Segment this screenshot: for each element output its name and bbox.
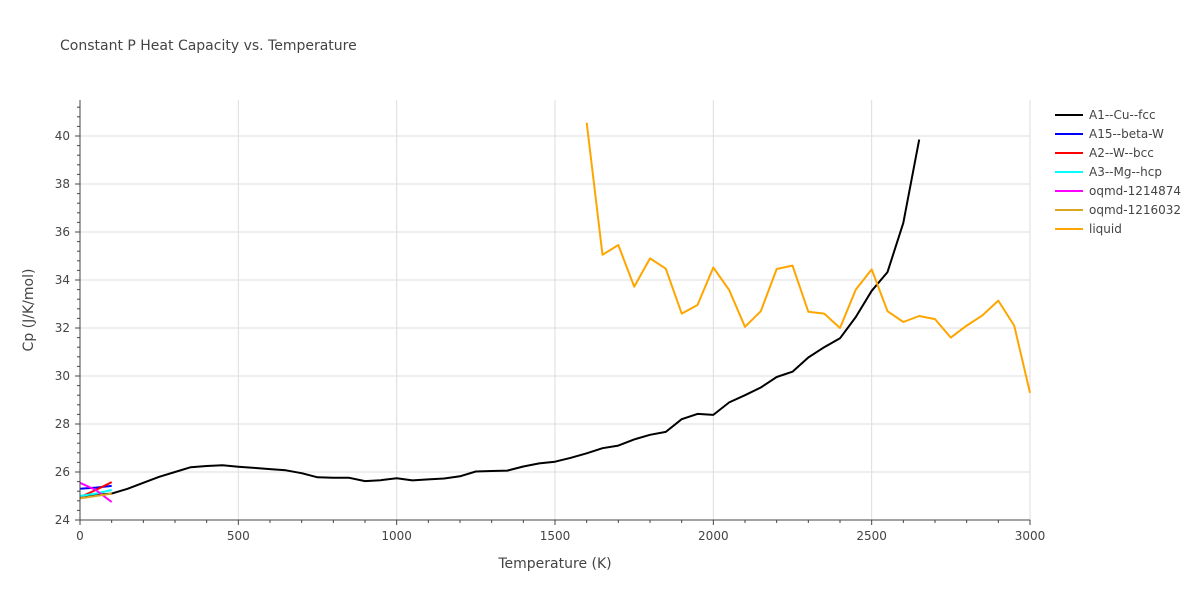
x-tick-label: 1500 (540, 529, 571, 543)
legend-item-a15-beta-w[interactable]: A15--beta-W (1055, 127, 1164, 141)
series-line-a15-beta-w (79, 484, 112, 490)
x-tick-label: 2000 (698, 529, 729, 543)
legend-item-liquid[interactable]: liquid (1055, 222, 1122, 236)
y-axis-title: Cp (J/K/mol) (21, 269, 37, 352)
legend-item-a1-cu-fcc[interactable]: A1--Cu--fcc (1055, 108, 1156, 122)
legend-item-a3-mg-hcp[interactable]: A3--Mg--hcp (1055, 165, 1162, 179)
y-tick-label: 32 (55, 321, 70, 335)
y-tick-label: 38 (55, 177, 70, 191)
x-tick-label: 2500 (856, 529, 887, 543)
legend-label: A2--W--bcc (1089, 146, 1154, 160)
chart-title: Constant P Heat Capacity vs. Temperature (60, 38, 357, 54)
series-line-liquid (585, 122, 1031, 394)
axes: 0 500 1000 1500 2000 2500 3000 24 26 28 30 32 34 36 38… (55, 100, 1046, 543)
legend[interactable]: A1--Cu--fcc A15--beta-W A2--W--bcc A3--Mg--… (1055, 108, 1181, 236)
y-tick-label: 28 (55, 417, 70, 431)
grid-lines (80, 100, 1031, 521)
legend-label: A15--beta-W (1089, 127, 1164, 141)
x-axis-title: Temperature (K) (497, 556, 611, 572)
y-tick-label: 24 (55, 513, 70, 527)
x-tick-label: 500 (227, 529, 250, 543)
x-tick-label: 0 (76, 529, 84, 543)
y-tick-label: 40 (55, 129, 70, 143)
series-line-oqmd-1216032 (79, 492, 112, 500)
legend-label: liquid (1089, 222, 1122, 236)
y-tick-label: 36 (55, 225, 70, 239)
legend-label: A1--Cu--fcc (1089, 108, 1156, 122)
y-tick-label: 34 (55, 273, 70, 287)
series-lines (79, 122, 1031, 503)
legend-item-oqmd-1216032[interactable]: oqmd-1216032 (1055, 203, 1181, 217)
legend-label: A3--Mg--hcp (1089, 165, 1162, 179)
series-line-a3-mg-hcp (79, 489, 112, 497)
legend-item-a2-w-bcc[interactable]: A2--W--bcc (1055, 146, 1154, 160)
legend-label: oqmd-1216032 (1089, 203, 1181, 217)
legend-label: oqmd-1214874 (1089, 184, 1181, 198)
y-tick-label: 26 (55, 465, 70, 479)
series-line-oqmd-1214874 (79, 481, 113, 503)
y-tick-label: 30 (55, 369, 70, 383)
legend-item-oqmd-1214874[interactable]: oqmd-1214874 (1055, 184, 1181, 198)
x-tick-label: 1000 (381, 529, 412, 543)
x-tick-label: 3000 (1015, 529, 1046, 543)
series-line-a1-cu-fcc (79, 139, 921, 497)
